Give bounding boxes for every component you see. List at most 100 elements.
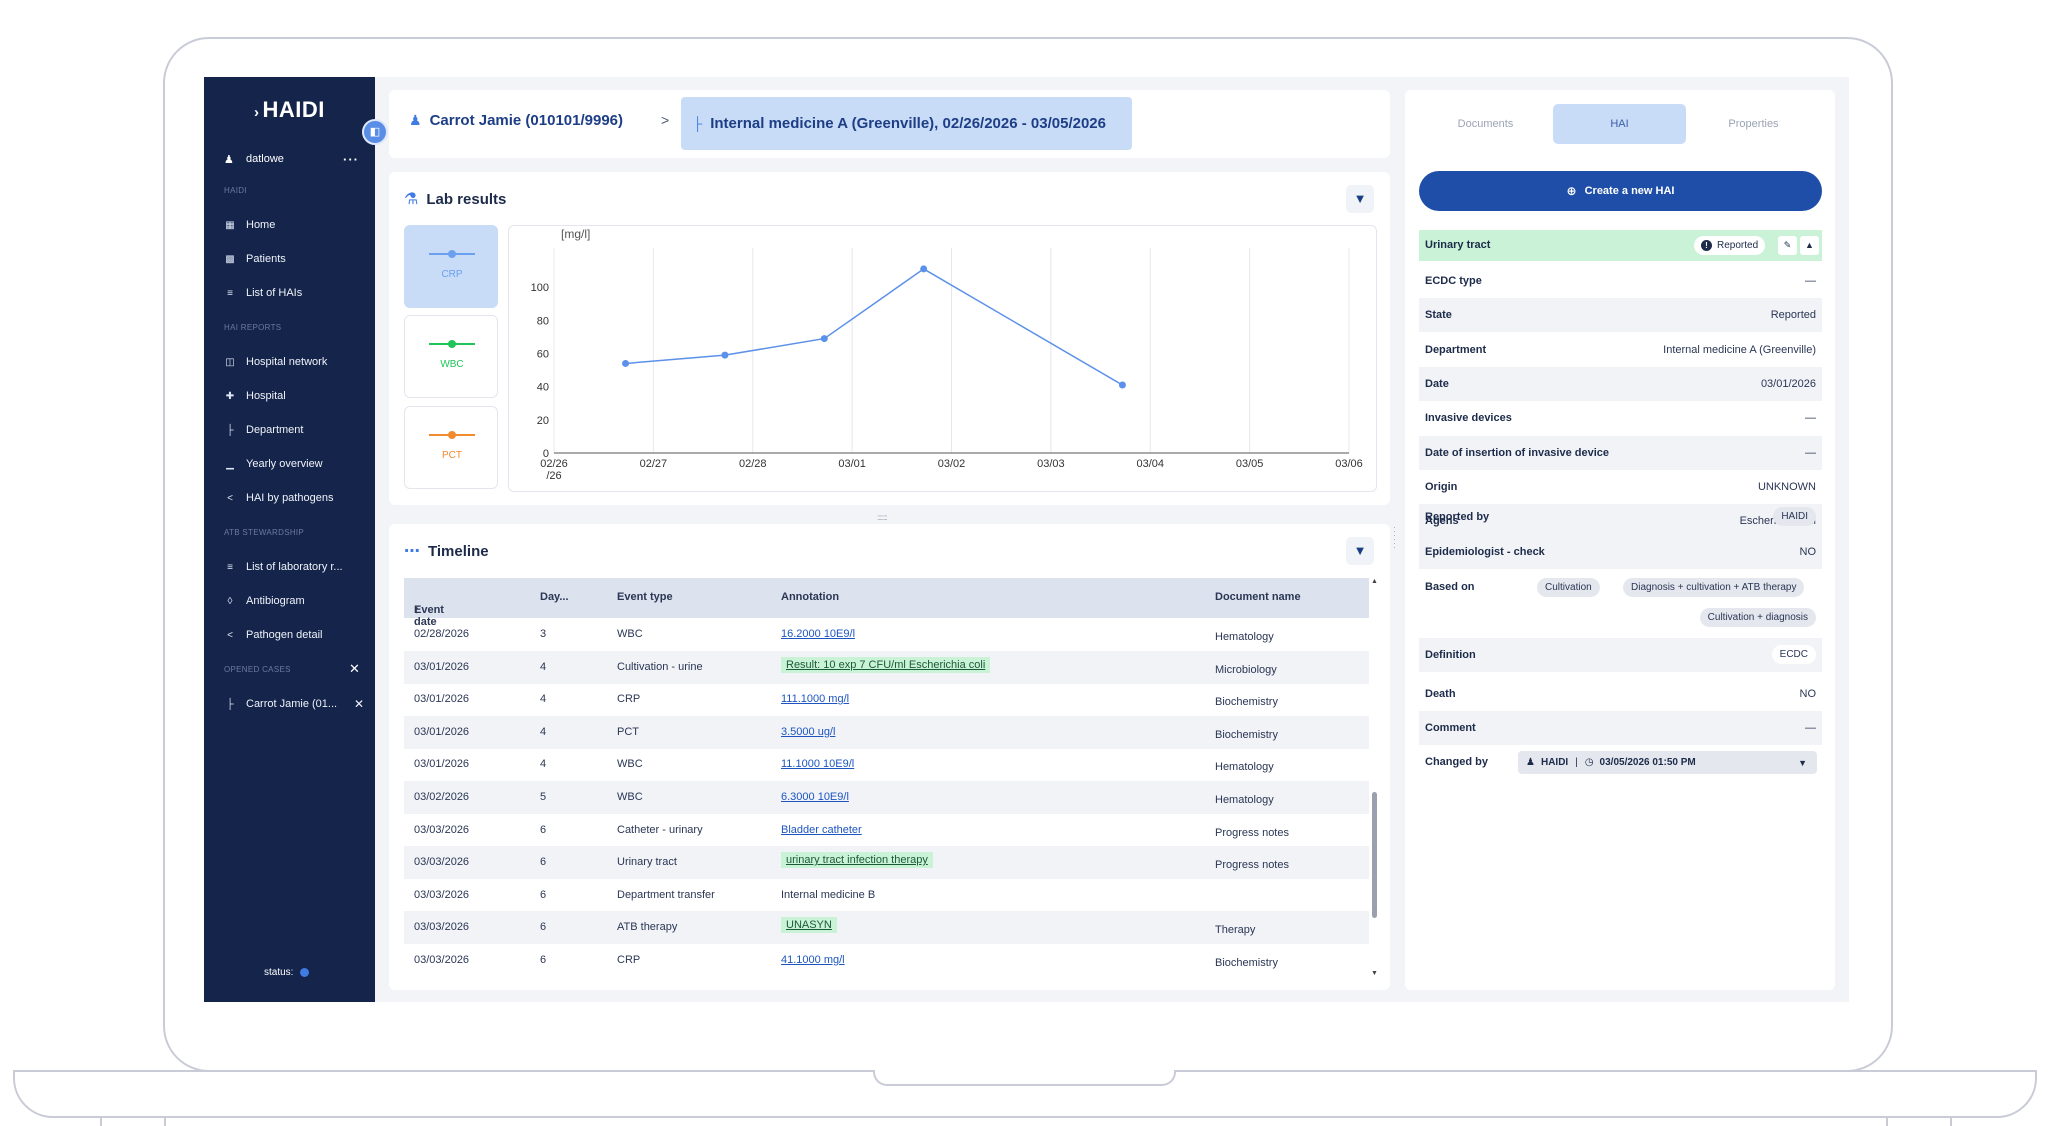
series-tile-wbc[interactable]: WBC [404, 315, 498, 398]
based-on-chip: Diagnosis + cultivation + ATB therapy [1623, 578, 1805, 597]
panel-resize-grip-icon[interactable]: · · · · · · [1393, 522, 1396, 552]
sidebar-item-home[interactable]: ▦ Home [225, 219, 276, 231]
resize-handle-icon[interactable]: :::::::: [877, 513, 888, 522]
table-row[interactable]: 03/03/2026 6 ATB therapy UNASYN Therapy [404, 911, 1369, 945]
clock-icon: ◷ [1584, 757, 1594, 768]
info-icon: ! [1701, 240, 1712, 251]
breadcrumb-hospital-stay[interactable]: ├ Internal medicine A (Greenville), 02/26… [681, 97, 1132, 150]
user-icon: ♟ [224, 153, 234, 166]
cell-day: 4 [540, 725, 547, 738]
hospital-plus-icon: ✚ [225, 390, 235, 402]
scroll-up-icon[interactable]: ▲ [1371, 578, 1378, 585]
table-row[interactable]: 02/28/2026 3 WBC 16.2000 10E9/l Hematology [404, 618, 1369, 651]
timeline-scrollbar[interactable] [1372, 792, 1377, 918]
more-options-icon[interactable]: ··· [343, 151, 359, 167]
series-tile-crp[interactable]: CRP [404, 225, 498, 308]
table-row[interactable]: 03/03/2026 6 Catheter - urinary Bladder cat… [404, 814, 1369, 847]
edit-icon[interactable]: ✎ [1778, 236, 1797, 255]
cell-annotation[interactable]: 41.1000 mg/l [781, 954, 845, 966]
table-row[interactable]: 03/03/2026 6 CRP 41.1000 mg/l Biochemistry [404, 944, 1369, 977]
sidebar-item-patients[interactable]: ▩ Patients [225, 253, 286, 265]
sidebar-item-hospital[interactable]: ✚ Hospital [225, 390, 286, 402]
x-tick-label: 03/05 [1236, 458, 1264, 470]
prop-value: Internal medicine A (Greenville) [1663, 343, 1816, 356]
scroll-down-icon[interactable]: ▼ [1371, 970, 1378, 977]
create-hai-button[interactable]: ⊕ Create a new HAI [1419, 171, 1822, 211]
cell-annotation[interactable]: urinary tract infection therapy [781, 852, 933, 869]
prop-row: Origin UNKNOWN [1419, 470, 1822, 504]
collapse-up-icon[interactable]: ▲ [1800, 236, 1819, 255]
x-tick-label: 03/04 [1136, 458, 1164, 470]
column-header-day[interactable]: Day... [540, 591, 569, 603]
series-dot-swatch [448, 340, 456, 348]
sidebar-item-antibiogram[interactable]: ◊ Antibiogram [224, 591, 364, 611]
sidebar-item-hospital-network[interactable]: ◫ Hospital network [225, 356, 328, 368]
prop-based-on: Based on Cultivation Diagnosis + cultiva… [1419, 570, 1822, 634]
cell-day: 6 [540, 921, 547, 934]
sidebar-item-list-of-hais[interactable]: ≡ List of HAIs [224, 283, 364, 303]
changed-by-select[interactable]: ♟ HAIDI | ◷ 03/05/2026 01:50 PM ▼ [1518, 751, 1817, 774]
cell-annotation[interactable]: Result: 10 exp 7 CFU/ml Escherichia coli [781, 656, 991, 673]
user-name: datlowe [246, 153, 284, 165]
tab-properties[interactable]: Properties [1728, 118, 1779, 130]
chevron-down-icon: ▼ [1798, 757, 1807, 768]
sidebar-item-department[interactable]: ├ Department [224, 420, 364, 440]
cell-annotation[interactable]: 11.1000 10E9/l [781, 758, 855, 771]
cell-annotation[interactable]: 6.3000 10E9/l [781, 791, 849, 803]
person-icon: ♟ [409, 112, 422, 128]
cell-annotation[interactable]: 16.2000 10E9/l [781, 628, 856, 640]
table-row[interactable]: 03/03/2026 6 Urinary tract urinary tract in… [404, 846, 1369, 880]
prop-value: — [1805, 446, 1816, 459]
close-all-cases-icon[interactable]: ✕ [349, 661, 360, 676]
cell-annotation[interactable]: Bladder catheter [781, 823, 862, 836]
logo-arrow-icon: › [254, 104, 260, 121]
cell-annotation[interactable]: 3.5000 ug/l [781, 725, 836, 738]
table-row[interactable]: 03/01/2026 4 CRP 111.1000 mg/l Biochemistry [404, 683, 1369, 716]
timeline-filter-button[interactable]: ▼ [1346, 537, 1374, 565]
sidebar-item-hai-by-pathogens[interactable]: < HAI by pathogens [224, 488, 364, 508]
breadcrumb-patient[interactable]: ♟ Carrot Jamie (010101/9996) [409, 112, 624, 129]
series-tile-label: PCT [442, 450, 462, 461]
table-row[interactable]: 03/01/2026 4 Cultivation - urine Result: 10… [404, 650, 1369, 684]
filter-icon: ▼ [1353, 543, 1367, 558]
cell-annotation: Internal medicine B [781, 888, 876, 901]
bed-icon: ├ [226, 424, 234, 436]
app-logo[interactable]: › HAIDI [254, 97, 325, 122]
cell-date: 03/02/2026 [414, 791, 470, 803]
close-case-icon[interactable]: ✕ [353, 697, 364, 711]
table-row[interactable]: 03/01/2026 4 WBC 11.1000 10E9/l Hematology [404, 748, 1369, 781]
x-tick-label: 03/06 [1335, 458, 1363, 470]
tab-documents[interactable]: Documents [1457, 118, 1514, 130]
based-on-chip: Cultivation + diagnosis [1699, 608, 1816, 627]
definition-chip: ECDC [1771, 645, 1816, 664]
sidebar-item-list-of-laboratory[interactable]: ≡ List of laboratory r... [224, 557, 364, 577]
column-header-annotation[interactable]: Annotation [781, 591, 840, 603]
cell-type: Cultivation - urine [617, 660, 703, 673]
opened-case-item[interactable]: ├ Carrot Jamie (01... ✕ [224, 694, 364, 714]
series-tile-label: WBC [440, 359, 464, 370]
cell-type: PCT [617, 725, 639, 738]
breadcrumb: ♟ Carrot Jamie (010101/9996) > ├ Internal … [389, 90, 1390, 158]
cell-day: 6 [540, 888, 547, 901]
column-header-document-name[interactable]: Document name [1215, 591, 1301, 603]
sidebar-item-yearly-overview[interactable]: ▁ Yearly overview [224, 454, 364, 474]
cell-date: 03/01/2026 [414, 758, 470, 771]
cell-annotation[interactable]: 111.1000 mg/l [781, 693, 850, 706]
lab-filter-button[interactable]: ▼ [1346, 185, 1374, 213]
x-tick-label: 02/28 [739, 458, 767, 470]
cell-doc: Therapy [1215, 924, 1256, 937]
panel-tabs: Documents HAI Properties [1419, 104, 1822, 144]
cell-doc: Biochemistry [1215, 696, 1278, 709]
cell-day: 5 [540, 791, 547, 803]
series-tile-pct[interactable]: PCT [404, 406, 498, 489]
table-row[interactable]: 03/01/2026 4 PCT 3.5000 ug/l Biochemistry [404, 715, 1369, 749]
user-menu[interactable]: ♟ datlowe ··· [224, 149, 359, 169]
sidebar-item-pathogen-detail[interactable]: < Pathogen detail [224, 625, 364, 645]
table-row[interactable]: 03/02/2026 5 WBC 6.3000 10E9/l Hematology [404, 781, 1369, 814]
table-row[interactable]: 03/03/2026 6 Department transfer Internal m… [404, 879, 1369, 912]
sidebar-collapse-icon[interactable]: ◧ [362, 119, 388, 145]
y-tick-label: 40 [537, 382, 549, 394]
tab-hai[interactable]: HAI [1553, 104, 1686, 144]
column-header-event-type[interactable]: Event type [617, 591, 673, 603]
cell-annotation[interactable]: UNASYN [781, 917, 837, 934]
